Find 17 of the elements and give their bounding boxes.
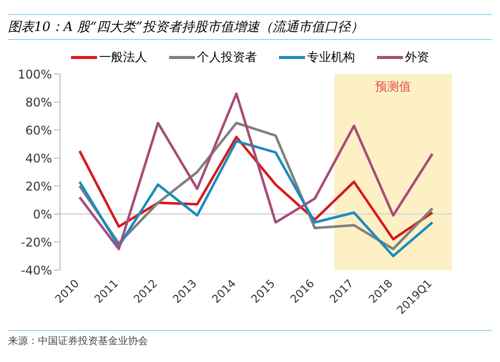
y-tick-label: -40%: [20, 263, 52, 278]
y-tick-label: 80%: [25, 95, 52, 110]
chart-title: 图表10：A 股“四大类”投资者持股市值增速（流通市值口径）: [8, 14, 492, 40]
line-series: [78, 92, 434, 250]
legend-label: 专业机构: [306, 48, 355, 66]
source-note: 来源：中国证券投资基金业协会: [8, 334, 149, 348]
band-label: 预测值: [375, 80, 412, 94]
y-tick-label: 100%: [18, 67, 52, 82]
legend-label: 个人投资者: [196, 48, 257, 66]
line-series: [78, 140, 434, 258]
y-tick-label: 60%: [25, 123, 52, 138]
y-tick-label: 20%: [25, 179, 52, 194]
y-tick-label: 40%: [25, 151, 52, 166]
y-tick-label: -20%: [20, 235, 52, 250]
legend-label: 外资: [404, 48, 429, 66]
y-tick-label: 0%: [32, 207, 52, 222]
legend-label: 一般法人: [98, 48, 147, 66]
